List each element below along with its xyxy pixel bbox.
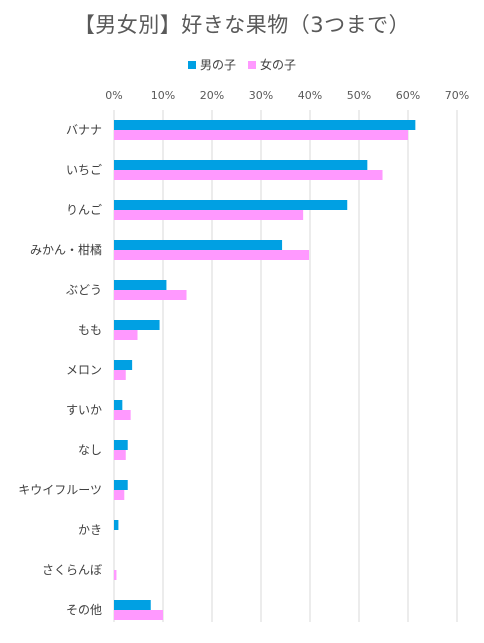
bar-girls — [114, 170, 383, 180]
bar-boys — [114, 280, 167, 290]
legend-item-girls: 女の子 — [248, 56, 296, 73]
x-tick-label: 50% — [347, 89, 371, 102]
x-tick-label: 0% — [105, 89, 122, 102]
legend-item-boys: 男の子 — [187, 56, 236, 73]
x-tick-label: 60% — [396, 89, 420, 102]
bar-boys — [114, 200, 348, 210]
bar-boys — [114, 240, 283, 250]
category-label: もも — [78, 323, 102, 337]
legend-label-boys: 男の子 — [199, 58, 236, 72]
bar-girls — [114, 490, 125, 500]
x-tick-label: 70% — [445, 89, 469, 102]
bar-girls — [114, 210, 304, 220]
bar-boys — [114, 160, 368, 170]
bar-girls — [114, 330, 138, 340]
category-label: キウイフルーツ — [18, 483, 102, 497]
category-label: かき — [78, 523, 102, 537]
category-label: メロン — [66, 363, 102, 377]
x-tick-label: 30% — [249, 89, 273, 102]
category-label: その他 — [66, 603, 102, 617]
bar-boys — [114, 600, 151, 610]
bar-girls — [114, 450, 126, 460]
legend-swatch-girls — [248, 60, 256, 69]
bar-girls — [114, 290, 187, 300]
category-label: ぶどう — [66, 283, 102, 297]
category-label: バナナ — [66, 123, 102, 137]
bar-girls — [114, 250, 310, 260]
chart-title: 【男女別】好きな果物（3つまで） — [73, 13, 411, 37]
bar-boys — [114, 440, 128, 450]
category-label: なし — [78, 443, 102, 457]
legend-swatch-boys — [187, 60, 196, 69]
bar-boys — [114, 320, 160, 330]
category-label: さくらんぼ — [42, 563, 102, 577]
category-label: いちご — [66, 162, 102, 177]
bar-girls — [114, 130, 408, 140]
x-tick-label: 10% — [151, 89, 175, 102]
category-label: りんご — [66, 202, 102, 217]
bar-boys — [114, 520, 119, 530]
category-label: すいか — [66, 403, 102, 417]
x-tick-label: 20% — [200, 89, 224, 102]
bar-girls — [114, 370, 126, 380]
category-label: みかん・柑橘 — [30, 242, 102, 257]
bar-boys — [114, 360, 133, 370]
bar-boys — [114, 400, 123, 410]
legend-label-girls: 女の子 — [260, 58, 297, 72]
bar-boys — [114, 120, 416, 130]
bar-girls — [114, 610, 163, 620]
x-tick-label: 40% — [298, 89, 322, 102]
legend: 男の子 女の子 — [0, 56, 484, 73]
bar-girls — [114, 570, 117, 580]
bar-boys — [114, 480, 128, 490]
bar-girls — [114, 410, 131, 420]
